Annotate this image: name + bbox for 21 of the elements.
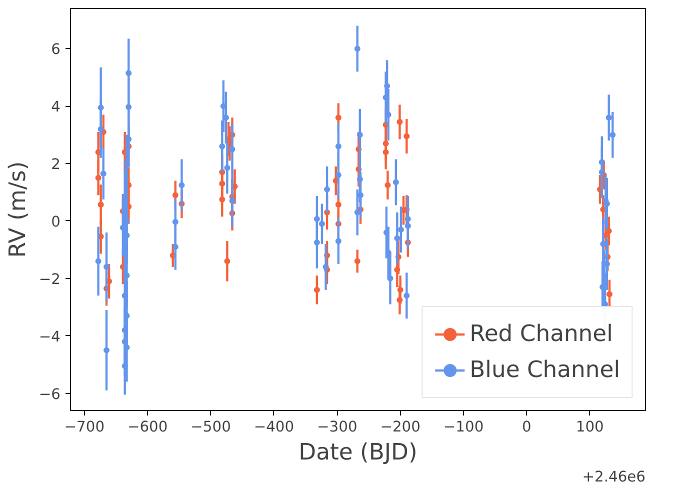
text: +2.46e6 bbox=[582, 468, 646, 486]
x-tick-label: 100 bbox=[576, 418, 604, 436]
x-tick-label: −400 bbox=[254, 418, 294, 436]
x-tick-label: −500 bbox=[190, 418, 231, 436]
y-tick-label: 0 bbox=[51, 213, 61, 230]
x-tick-label: −200 bbox=[380, 418, 420, 436]
x-tick-label: −700 bbox=[64, 418, 105, 436]
legend-label: Red Channel bbox=[470, 321, 613, 347]
y-axis-title: RV (m/s) bbox=[4, 161, 31, 258]
legend-label: Blue Channel bbox=[470, 357, 620, 383]
y-tick-label: 2 bbox=[51, 156, 61, 174]
y-tick-label: −6 bbox=[38, 386, 61, 403]
y-tick-label: 6 bbox=[51, 41, 61, 58]
x-tick-label: −300 bbox=[317, 418, 358, 436]
x-tick-label: −100 bbox=[443, 418, 484, 436]
y-tick-label: −2 bbox=[38, 270, 61, 288]
x-axis-title: Date (BJD) bbox=[298, 440, 418, 466]
x-tick-label: 0 bbox=[522, 418, 532, 436]
y-tick-label: 4 bbox=[51, 98, 61, 116]
x-tick-label: −600 bbox=[127, 418, 168, 436]
y-tick-label: −4 bbox=[38, 328, 61, 346]
